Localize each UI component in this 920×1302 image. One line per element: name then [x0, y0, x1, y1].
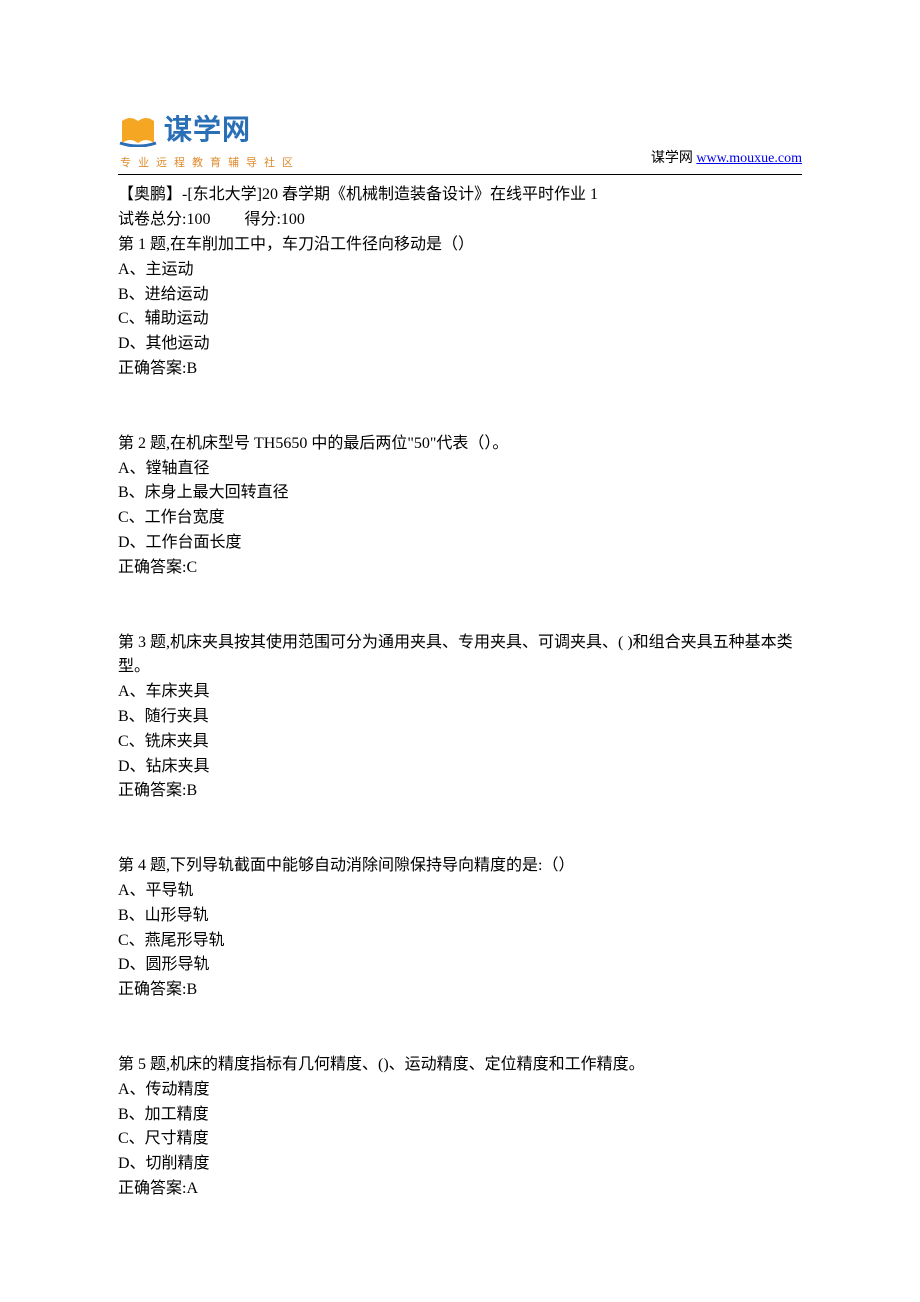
score-obtained: 得分:100 — [244, 211, 304, 228]
question-option: A、主运动 — [118, 258, 802, 283]
logo-row: 谋学网 — [118, 108, 300, 153]
question-block: 第 1 题,在车削加工中，车刀沿工件径向移动是（）A、主运动B、进给运动C、辅助… — [118, 233, 802, 382]
question-block: 第 5 题,机床的精度指标有几何精度、()、运动精度、定位精度和工作精度。A、传… — [118, 1053, 802, 1202]
question-block: 第 3 题,机床夹具按其使用范围可分为通用夹具、专用夹具、可调夹具、( )和组合… — [118, 631, 802, 805]
question-answer: 正确答案:C — [118, 556, 802, 581]
question-block: 第 4 题,下列导轨截面中能够自动消除间隙保持导向精度的是:（）A、平导轨B、山… — [118, 854, 802, 1003]
questions-container: 第 1 题,在车削加工中，车刀沿工件径向移动是（）A、主运动B、进给运动C、辅助… — [118, 233, 802, 1202]
question-option: A、镗轴直径 — [118, 457, 802, 482]
book-icon — [118, 113, 158, 147]
logo-tagline: 专业远程教育辅导社区 — [120, 155, 300, 173]
header-site-link: 谋学网 www.mouxue.com — [651, 148, 802, 172]
question-option: D、工作台面长度 — [118, 531, 802, 556]
page-header: 谋学网 专业远程教育辅导社区 谋学网 www.mouxue.com — [118, 108, 802, 175]
question-option: B、床身上最大回转直径 — [118, 481, 802, 506]
question-option: B、加工精度 — [118, 1103, 802, 1128]
question-option: B、随行夹具 — [118, 705, 802, 730]
question-prompt: 第 3 题,机床夹具按其使用范围可分为通用夹具、专用夹具、可调夹具、( )和组合… — [118, 631, 802, 681]
question-prompt: 第 5 题,机床的精度指标有几何精度、()、运动精度、定位精度和工作精度。 — [118, 1053, 802, 1078]
question-answer: 正确答案:B — [118, 357, 802, 382]
question-block: 第 2 题,在机床型号 TH5650 中的最后两位"50"代表（）。A、镗轴直径… — [118, 432, 802, 581]
score-line: 试卷总分:100 得分:100 — [118, 208, 802, 233]
question-prompt: 第 2 题,在机床型号 TH5650 中的最后两位"50"代表（）。 — [118, 432, 802, 457]
question-option: B、山形导轨 — [118, 904, 802, 929]
site-label: 谋学网 — [651, 151, 697, 166]
question-answer: 正确答案:B — [118, 779, 802, 804]
exam-title: 【奥鹏】-[东北大学]20 春学期《机械制造装备设计》在线平时作业 1 — [118, 183, 802, 208]
question-prompt: 第 4 题,下列导轨截面中能够自动消除间隙保持导向精度的是:（） — [118, 854, 802, 879]
site-url-link[interactable]: www.mouxue.com — [696, 151, 802, 166]
question-option: C、尺寸精度 — [118, 1127, 802, 1152]
logo-main-text: 谋学网 — [164, 108, 251, 153]
document-page: 谋学网 专业远程教育辅导社区 谋学网 www.mouxue.com 【奥鹏】-[… — [0, 0, 920, 1262]
logo-block: 谋学网 专业远程教育辅导社区 — [118, 108, 300, 172]
question-answer: 正确答案:B — [118, 978, 802, 1003]
question-option: A、传动精度 — [118, 1078, 802, 1103]
question-option: A、车床夹具 — [118, 680, 802, 705]
question-option: D、切削精度 — [118, 1152, 802, 1177]
question-answer: 正确答案:A — [118, 1177, 802, 1202]
question-option: A、平导轨 — [118, 879, 802, 904]
question-option: C、辅助运动 — [118, 307, 802, 332]
question-prompt: 第 1 题,在车削加工中，车刀沿工件径向移动是（） — [118, 233, 802, 258]
score-total: 试卷总分:100 — [118, 211, 210, 228]
logo-text: 谋学网 — [164, 108, 251, 153]
question-option: C、工作台宽度 — [118, 506, 802, 531]
document-content: 【奥鹏】-[东北大学]20 春学期《机械制造装备设计》在线平时作业 1 试卷总分… — [118, 181, 802, 1201]
question-option: D、其他运动 — [118, 332, 802, 357]
question-option: D、圆形导轨 — [118, 953, 802, 978]
question-option: B、进给运动 — [118, 283, 802, 308]
question-option: C、铣床夹具 — [118, 730, 802, 755]
question-option: C、燕尾形导轨 — [118, 929, 802, 954]
question-option: D、钻床夹具 — [118, 755, 802, 780]
